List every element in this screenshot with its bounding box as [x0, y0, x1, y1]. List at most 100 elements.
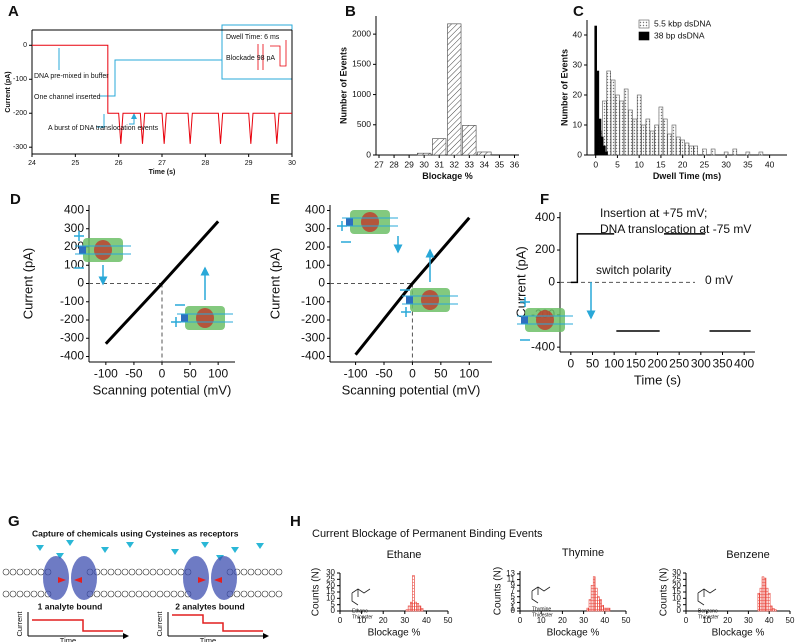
x-tick-label: 300 — [691, 356, 711, 370]
lipid-head — [128, 568, 136, 576]
x-tick-label: 28 — [201, 160, 209, 167]
layout-shapes: 1 analyte bound Current Time 2 analytes bou… — [2, 24, 293, 642]
y-tick-label: 100 — [305, 257, 325, 271]
panel-letter: D — [10, 191, 21, 208]
lipid-head — [240, 568, 248, 576]
bar — [407, 605, 411, 612]
y-tick-label: -400 — [301, 349, 325, 363]
x-tick-label: 0 — [684, 616, 689, 625]
molecule-name: Thymine — [532, 606, 551, 612]
pore-core — [421, 290, 439, 310]
x-axis-label: Blockage % — [712, 628, 765, 639]
analyte — [201, 542, 209, 548]
bar — [603, 145, 606, 156]
bar — [477, 151, 492, 156]
x-axis-label: Time (s) — [149, 169, 176, 176]
molecule-drawing — [697, 588, 717, 606]
y-tick-label: -300 — [60, 330, 84, 344]
lipid-head — [261, 568, 269, 576]
y-axis-label: Current (pA) — [20, 248, 35, 320]
y-tick-label: 300 — [64, 221, 84, 235]
protein — [71, 556, 97, 600]
y-tick-label: 0 — [677, 606, 682, 615]
y-tick-label: -200 — [13, 110, 27, 117]
bar — [623, 88, 629, 156]
lipid-head — [163, 590, 171, 598]
annotation: 0 mV — [705, 273, 733, 287]
x-tick-label: 20 — [558, 616, 567, 625]
x-tick-label: 10 — [634, 159, 644, 169]
bar — [645, 118, 651, 156]
x-tick-label: 34 — [480, 159, 490, 169]
y-tick-label: 30 — [573, 59, 583, 69]
axis-label: Time — [200, 636, 216, 642]
diagram-title: Capture of chemicals using Cysteines as … — [32, 528, 239, 538]
bar — [759, 587, 763, 612]
bar — [600, 136, 604, 156]
molecule-name: Thioester — [532, 612, 553, 618]
y-tick-label: 11 — [507, 575, 516, 584]
y-tick-label: -400 — [60, 349, 84, 363]
x-tick-label: 0 — [338, 616, 343, 625]
y-tick-label: 2000 — [352, 28, 371, 38]
bar — [636, 94, 642, 156]
legend-label: 5.5 kbp dsDNA — [654, 18, 711, 28]
pore-core — [94, 240, 112, 260]
y-tick-label: 1 — [511, 603, 516, 612]
panel-letter: F — [540, 191, 549, 208]
bar — [432, 138, 447, 156]
x-tick-label: 50 — [434, 366, 448, 380]
x-tick-label: 20 — [379, 616, 388, 625]
y-tick-label: 10 — [672, 593, 681, 602]
bar — [414, 601, 417, 612]
lipid-head — [163, 568, 171, 576]
y-tick-label: 300 — [305, 221, 325, 235]
y-tick-label: 500 — [357, 119, 371, 129]
y-tick-label: 0 — [548, 275, 555, 289]
x-tick-label: 33 — [465, 159, 475, 169]
y-tick-label: -400 — [531, 339, 555, 353]
analyte — [56, 553, 64, 559]
bar — [588, 599, 592, 612]
molecule-drawing — [531, 586, 551, 604]
bar — [597, 596, 600, 612]
lipid-head — [30, 590, 38, 598]
x-tick-label: 36 — [510, 159, 520, 169]
bar — [416, 603, 420, 612]
y-tick-label: -200 — [60, 312, 84, 326]
bar — [603, 607, 607, 612]
bar — [680, 139, 685, 156]
bar — [663, 118, 668, 156]
x-axis-label: Scanning potential (mV) — [342, 382, 481, 397]
bar — [410, 601, 413, 612]
data-line — [570, 233, 751, 332]
lipid-head — [107, 568, 115, 576]
lipid-head — [135, 568, 143, 576]
x-tick-label: 50 — [622, 616, 631, 625]
annotation: DNA pre-mixed in buffer — [34, 73, 109, 80]
bar — [598, 118, 602, 156]
caption: 1 analyte bound — [38, 601, 103, 611]
y-tick-label: 40 — [573, 29, 583, 39]
receptor — [74, 577, 82, 583]
bar — [605, 607, 609, 612]
bar — [767, 592, 771, 612]
lipid-head — [254, 590, 262, 598]
x-tick-label: 25 — [71, 160, 79, 167]
x-tick-label: 100 — [208, 366, 228, 380]
legend-label: 38 bp dsDNA — [654, 30, 705, 40]
bar — [770, 605, 773, 612]
x-tick-label: 30 — [721, 159, 731, 169]
y-tick-label: 5 — [511, 592, 516, 601]
step-trace — [172, 614, 263, 632]
bar — [610, 79, 616, 156]
y-tick-label: 20 — [672, 581, 681, 590]
lipid-head — [37, 568, 45, 576]
legend-swatch — [638, 19, 650, 29]
y-tick-label: 13 — [506, 569, 515, 578]
bar — [693, 145, 698, 156]
y-tick-label: -100 — [301, 294, 325, 308]
bar — [641, 124, 646, 156]
molecule-name: Thioester — [698, 614, 719, 620]
